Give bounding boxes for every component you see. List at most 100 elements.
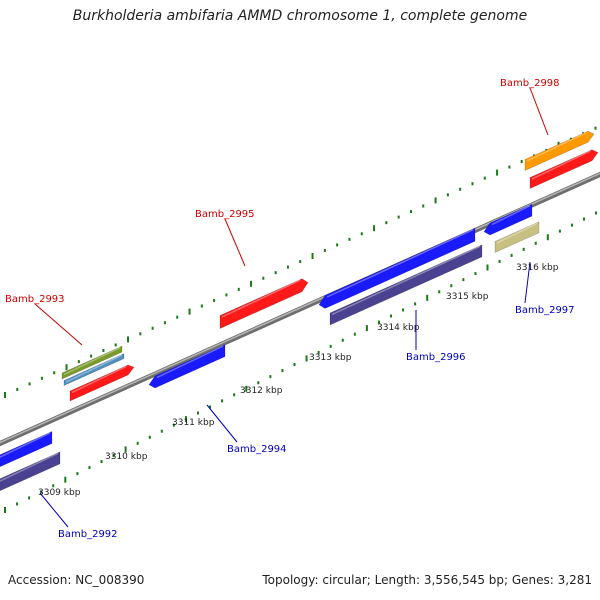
tick-dot-lower [221, 399, 224, 403]
tick-dot-lower [522, 247, 525, 251]
tick-dot-lower [4, 507, 6, 513]
tick-dot-upper [77, 360, 80, 364]
tick-dot-lower [293, 363, 296, 367]
tick-dot-lower [510, 253, 513, 257]
gene-bar-blue-1-highlight [0, 432, 51, 458]
tick-dot-upper [520, 159, 523, 163]
tick-dot-upper [213, 298, 216, 302]
gene-label-bamb-2996: Bamb_2996 [406, 352, 466, 363]
gene-bar-bamb-2995-highlight [221, 279, 301, 318]
gene-bar-blue-2[interactable] [318, 227, 476, 309]
tick-dot-lower [124, 446, 127, 453]
tick-dot-lower [390, 314, 393, 318]
tick-dot-lower [233, 393, 236, 397]
gene-label-bamb-2993: Bamb_2993 [5, 294, 65, 305]
tick-dot-upper [188, 308, 191, 315]
scale-labels: 3309 kbp 3310 kbp 3311 kbp 3312 kbp 3313 kbp… [38, 263, 559, 498]
tick-dot-upper [446, 193, 449, 197]
gene-label-bamb-2997: Bamb_2997 [515, 305, 575, 316]
callout-line-bamb-2995 [224, 218, 246, 267]
tick-dot-upper [53, 371, 56, 375]
tick-dot-lower [269, 375, 272, 379]
tick-dot-upper [496, 169, 499, 176]
tick-dot-upper [176, 315, 179, 319]
gene-bar-bamb-2997[interactable] [494, 221, 540, 253]
tick-dot-upper [40, 376, 43, 380]
tick-dot-upper [508, 165, 511, 169]
tick-dot-upper [127, 336, 130, 343]
gene-bar-bamb-2992[interactable] [0, 451, 61, 493]
gene-bar-red-2[interactable] [529, 149, 599, 189]
gene-label-bamb-2995: Bamb_2995 [195, 209, 255, 220]
tick-dot-lower [257, 381, 260, 385]
tick-dot-lower [184, 416, 187, 423]
tick-dot-lower [365, 325, 368, 332]
tick-dot-upper [373, 225, 376, 232]
tick-dot-lower [148, 435, 151, 439]
scale-tick-label: 3316 kbp [516, 263, 559, 273]
tick-dot-lower [40, 490, 43, 494]
tick-dot-lower [136, 441, 139, 445]
tick-dot-upper [459, 187, 462, 191]
tick-dot-upper [274, 271, 277, 275]
gene-bar-bamb-2993-highlight [71, 365, 127, 394]
gene-bar-bamb-2992-highlight [0, 452, 59, 482]
tick-dot-upper [348, 237, 351, 241]
gene-bar-olive[interactable] [61, 345, 123, 380]
tick-dot-lower [534, 241, 537, 245]
gene-bar-bamb-2998[interactable] [524, 130, 595, 171]
gene-bar-blue-3-highlight [491, 204, 531, 226]
tick-dot-lower [305, 355, 308, 362]
tick-dot-lower [498, 259, 501, 263]
tick-dot-upper [102, 349, 105, 353]
tick-dots [4, 126, 598, 513]
gene-bar-bamb-2996[interactable] [329, 244, 483, 326]
tick-dot-lower [558, 229, 561, 233]
tick-dot-upper [151, 326, 154, 330]
tick-dot-upper [250, 280, 253, 287]
gene-bar-blue-1[interactable] [0, 430, 53, 469]
tick-dot-upper [594, 126, 597, 130]
tick-dot-lower [462, 278, 465, 282]
tick-dot-upper [114, 343, 117, 347]
tick-dot-lower [16, 502, 19, 506]
tick-dot-upper [409, 210, 412, 214]
tick-dot-upper [237, 287, 240, 291]
tick-dot-lower [197, 411, 200, 415]
tick-dot-lower [570, 223, 573, 227]
gene-label-bamb-2998: Bamb_2998 [500, 78, 560, 89]
gene-bar-bamb-2998-highlight [526, 132, 587, 162]
tick-dot-lower [595, 211, 598, 215]
accession-text: Accession: NC_008390 [8, 573, 145, 587]
tick-dot-upper [16, 387, 19, 391]
gene-bar-blue-3[interactable] [483, 203, 533, 236]
tick-dot-upper [434, 197, 437, 204]
tick-dot-lower [438, 290, 441, 294]
tick-dot-lower [209, 405, 212, 409]
scale-tick-label: 3315 kbp [446, 292, 489, 302]
tick-dot-lower [402, 308, 405, 312]
callout-line-bamb-2992 [39, 492, 69, 528]
tick-dot-upper [65, 364, 68, 371]
tick-dot-lower [76, 472, 79, 476]
gene-bar-olive-highlight [63, 346, 121, 376]
gene-bar-bamb-2994[interactable] [148, 344, 226, 389]
tick-dot-upper [225, 293, 228, 297]
tick-dot-lower [486, 264, 489, 271]
gene-bar-red-2-highlight [531, 150, 591, 180]
gene-bar-steel[interactable] [63, 353, 125, 386]
tick-dot-lower [583, 217, 586, 221]
scale-tick-label: 3310 kbp [105, 452, 148, 462]
gene-bar-bamb-2993[interactable] [69, 364, 135, 402]
tick-dot-lower [112, 453, 115, 457]
tick-dot-upper [286, 265, 289, 269]
tick-dot-lower [341, 338, 344, 342]
tick-dot-lower [100, 460, 103, 464]
tick-dot-upper [139, 332, 142, 336]
tick-dot-lower [414, 302, 417, 306]
tick-dot-upper [483, 176, 486, 180]
gene-bar-bamb-2995[interactable] [219, 278, 309, 329]
tick-dot-upper [471, 182, 474, 186]
tick-dot-upper [90, 354, 93, 358]
tick-dot-upper [200, 304, 203, 308]
